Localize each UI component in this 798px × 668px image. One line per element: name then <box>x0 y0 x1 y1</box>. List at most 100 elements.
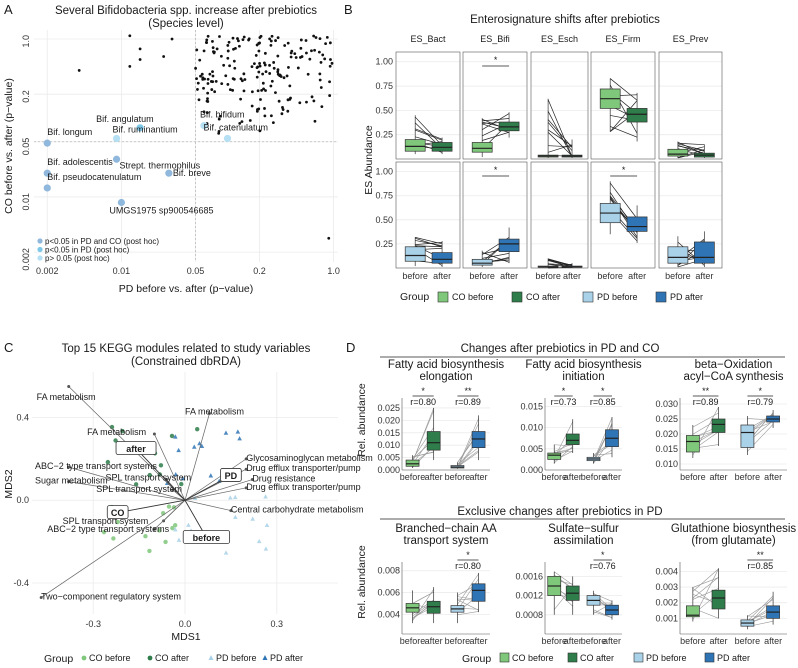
panel-d-paired-line <box>554 444 573 447</box>
panel-b-sig-star: * <box>494 55 498 65</box>
panel-b-paired-line <box>547 111 573 158</box>
panel-d-paired-line <box>692 577 719 599</box>
panel-a-taxon-point <box>272 66 276 70</box>
panel-d-xtick: before <box>400 472 426 482</box>
panel-d-paired-line <box>412 452 434 457</box>
panel-a-legend-label: p<0.05 in PD and CO (post hoc) <box>45 237 159 246</box>
panel-c-sample-point <box>208 473 214 478</box>
panel-a-taxon-point <box>205 99 209 103</box>
panel-a-bifido-point <box>117 198 126 207</box>
panel-a-taxon-point <box>304 39 308 42</box>
panel-a-taxon-point <box>214 79 218 83</box>
panel-a-taxon-point <box>293 52 297 56</box>
panel-d-paired-line <box>554 571 573 586</box>
panel-a-xtick: 0.2 <box>253 266 266 276</box>
panel-c-module-vector <box>68 466 186 501</box>
panel-d-ytick: 0.003 <box>655 582 678 592</box>
panel-d-xtick: after <box>710 636 728 646</box>
panel-d-sig-star: ** <box>702 386 710 396</box>
panel-a-taxon-point <box>210 88 214 91</box>
panel-b-legend-label: PD before <box>597 292 638 302</box>
panel-a-taxon-point <box>224 74 228 78</box>
panel-a-taxon-point <box>269 44 273 47</box>
panel-a-taxon-point <box>204 41 208 44</box>
panel-a-taxon-point <box>257 49 261 53</box>
panel-a-taxon-point <box>282 76 286 80</box>
panel-d-paired-line <box>457 447 479 465</box>
panel-c-sample-point <box>163 539 168 545</box>
panel-a-xtick: 1.0 <box>327 266 340 276</box>
panel-c-legend-key <box>81 655 87 661</box>
panel-c-vector-tip <box>39 595 43 599</box>
panel-a-taxon-point <box>285 74 289 78</box>
panel-d-ytick: 0.020 <box>377 415 400 425</box>
panel-d-facet-title: Sulfate−sulfur <box>548 523 619 535</box>
panel-d-facet-title: Fatty acid biosynthesis <box>525 359 642 371</box>
panel-a-taxon-point <box>287 66 290 69</box>
panel-a-point-label: Bif. breve <box>173 168 211 178</box>
panel-c-module-label: FA metabolism <box>185 406 244 416</box>
panel-d-ytick: 0.005 <box>520 444 543 454</box>
panel-b-paired-line <box>547 131 573 157</box>
panel-c-sample-point <box>173 472 179 477</box>
panel-d-group-box <box>471 431 486 449</box>
panel-b-paired-line <box>609 182 638 219</box>
panel-b-facet-frame <box>658 51 723 160</box>
panel-a-taxon-point <box>239 97 242 101</box>
panel-c-sample-point <box>101 529 107 535</box>
panel-c-xtick: -0.3 <box>85 619 101 629</box>
panel-d-paired-line <box>692 577 719 588</box>
panel-a-subtitle: (Species level) <box>148 18 224 30</box>
panel-c-legend-label: PD before <box>216 653 257 663</box>
panel-c-sample-point <box>105 459 111 465</box>
panel-a-taxon-point <box>206 82 210 85</box>
panel-a-taxon-point <box>243 78 247 81</box>
panel-c-legend-label: PD after <box>270 653 303 663</box>
panel-c-module-vector <box>154 499 186 530</box>
panel-a-taxon-point <box>232 47 235 51</box>
panel-b-paired-line <box>547 119 573 148</box>
panel-a-point-label: Bif. pseudocatenulatum <box>47 172 141 182</box>
panel-d-sig-star: ** <box>464 386 472 396</box>
panel-a-taxon-point <box>242 35 246 39</box>
panel-a-taxon-point <box>211 46 215 50</box>
panel-b-after-box <box>498 238 520 252</box>
panel-c-group-box <box>182 530 231 544</box>
panel-b-paired-line <box>482 253 510 259</box>
panel-c-sample-point <box>223 550 229 555</box>
panel-c-module-label: Drug resistance <box>252 474 315 484</box>
panel-b-facet-frame <box>590 161 656 269</box>
panel-a-taxon-point <box>257 70 261 74</box>
panel-a-taxon-point <box>328 64 332 68</box>
panel-a-taxon-point <box>268 63 271 67</box>
panel-d-ytick: 0.015 <box>655 444 678 454</box>
panel-a-legend-label: p> 0.05 (post hoc) <box>45 254 110 263</box>
panel-b-xtick: before <box>469 271 495 281</box>
panel-a-taxon-point <box>248 119 252 122</box>
panel-b-paired-line <box>609 100 638 132</box>
panel-a-taxon-point <box>202 110 206 114</box>
panel-b-after-box <box>431 252 453 264</box>
panel-c-sample-point <box>172 527 178 532</box>
panel-a-taxon-point <box>262 87 265 91</box>
panel-c-sample-point <box>237 436 242 441</box>
panel-d-ytick: 0.010 <box>520 423 543 433</box>
panel-d-group-box <box>711 589 726 610</box>
panel-a-taxon-point <box>318 37 322 41</box>
panel-d-legend-label: CO after <box>580 653 614 663</box>
panel-b-facet-frame <box>590 51 656 160</box>
panel-a-taxon-point <box>269 114 273 118</box>
panel-d-ytick: 0.025 <box>655 414 678 424</box>
panel-d-xtick: before <box>680 472 706 482</box>
panel-a-taxon-point <box>218 114 222 118</box>
panel-d-xtick: after <box>470 636 488 646</box>
panel-a-bifido-point <box>43 184 51 192</box>
panel-c-module-label: Sugar metabolism <box>35 476 108 486</box>
panel-c-legend-key <box>262 655 268 660</box>
panel-a-taxon-point <box>226 56 230 60</box>
panel-a-taxon-point <box>240 120 244 124</box>
panel-a-taxon-point <box>222 63 226 67</box>
panel-a-taxon-point <box>283 44 287 47</box>
panel-c-sample-point <box>256 538 262 544</box>
panel-d-xtick: after <box>603 472 621 482</box>
